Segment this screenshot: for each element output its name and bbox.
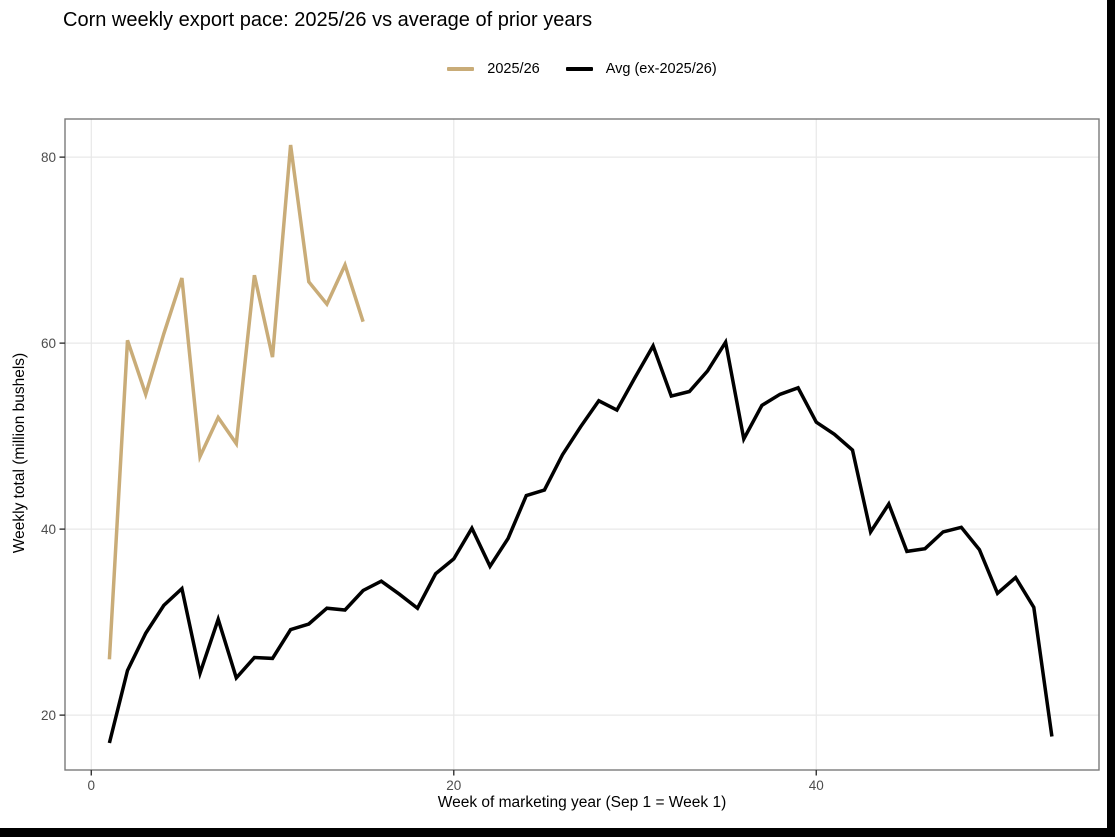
legend-label-avg: Avg (ex-2025/26) [605, 61, 717, 77]
series-line-avg-ex-2025-26 [107, 337, 1054, 744]
x-tick-label-0: 0 [88, 778, 96, 793]
legend-item-avg: Avg (ex-2025/26) [565, 61, 717, 77]
y-tick-label-20: 20 [41, 708, 56, 723]
y-axis-title: Weekly total (million bushels) [11, 352, 28, 554]
legend: 2025/26 Avg (ex-2025/26) [65, 61, 1099, 77]
legend-swatch-avg [565, 66, 593, 72]
legend-swatch-2025-26 [447, 66, 475, 72]
chart-title: Corn weekly export pace: 2025/26 vs aver… [63, 9, 593, 31]
series-line-2025-26 [107, 144, 365, 660]
y-tick-label-60: 60 [41, 336, 56, 351]
x-tick-label-20: 20 [446, 778, 461, 793]
legend-label-2025-26: 2025/26 [487, 61, 540, 77]
x-axis-title: Week of marketing year (Sep 1 = Week 1) [437, 794, 727, 811]
y-tick-label-40: 40 [41, 522, 56, 537]
panel-border [64, 118, 1100, 771]
y-tick-label-80: 80 [41, 150, 56, 165]
x-tick-label-40: 40 [809, 778, 824, 793]
legend-item-2025-26: 2025/26 [447, 61, 540, 77]
